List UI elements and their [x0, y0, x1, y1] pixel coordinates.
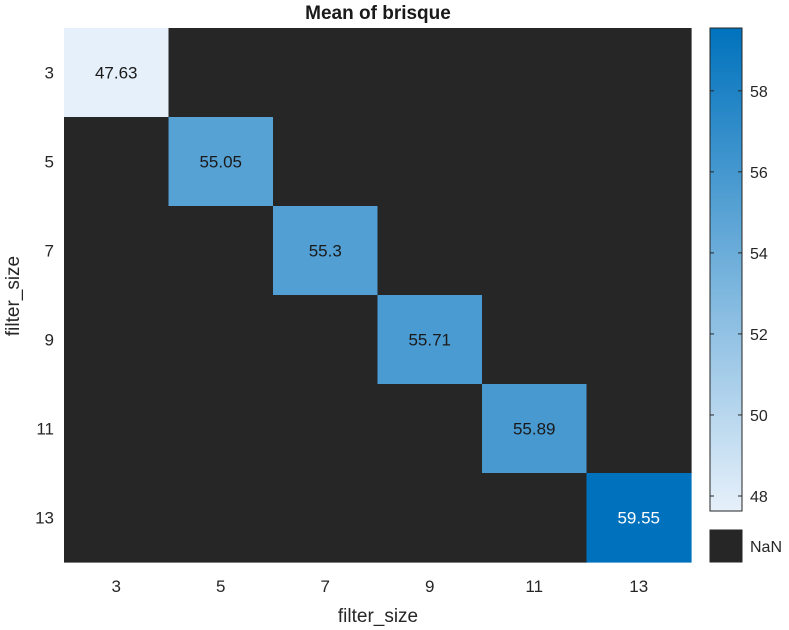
heatmap-cell	[482, 473, 588, 563]
heatmap-cell	[273, 28, 379, 118]
y-tick-label: 13	[35, 509, 54, 528]
heatmap-cell	[586, 473, 692, 563]
nan-legend-label: NaN	[750, 539, 782, 556]
heatmap-cell	[168, 473, 274, 563]
heatmap-cell	[377, 28, 483, 118]
x-axis-ticks: 3 5 7 9 11 13	[112, 577, 649, 596]
heatmap-cell	[273, 384, 379, 474]
heatmap-value-label: 55.3	[309, 242, 342, 261]
x-tick-label: 11	[525, 577, 543, 596]
heatmap-cell	[64, 295, 170, 385]
heatmap-value-label: 55.05	[199, 153, 242, 172]
heatmap-cell	[168, 384, 274, 474]
heatmap-cell	[586, 206, 692, 296]
heatmap-cell	[377, 473, 483, 563]
heatmap-cell	[586, 28, 692, 118]
heatmap-cell	[482, 206, 588, 296]
chart-title: Mean of brisque	[305, 3, 451, 24]
heatmap-cell	[64, 384, 170, 474]
nan-legend-swatch	[709, 529, 743, 563]
colorbar-tick-label: 56	[750, 165, 768, 182]
heatmap-cell	[586, 295, 692, 385]
colorbar-tick-label: 48	[750, 489, 768, 506]
heatmap-cell	[273, 117, 379, 207]
heatmap-value-label: 55.89	[513, 420, 556, 439]
y-tick-label: 3	[45, 64, 54, 83]
colorbar-tick-label: 58	[750, 84, 768, 101]
heatmap-value-label: 47.63	[95, 64, 138, 83]
heatmap-cell	[586, 117, 692, 207]
heatmap-cell	[64, 473, 170, 563]
heatmap-cell	[273, 473, 379, 563]
colorbar-tick-label: 52	[750, 327, 768, 344]
colorbar	[709, 27, 743, 512]
y-axis-label: filter_size	[3, 256, 24, 336]
heatmap-cell	[482, 384, 588, 474]
x-tick-label: 9	[425, 577, 434, 596]
heatmap-cell	[273, 295, 379, 385]
heatmap-cell	[64, 117, 170, 207]
heatmap-cell	[168, 206, 274, 296]
x-tick-label: 7	[321, 577, 330, 596]
y-tick-label: 7	[45, 242, 54, 261]
heatmap-cell	[482, 295, 588, 385]
y-tick-label: 5	[45, 153, 54, 172]
x-axis-label: filter_size	[338, 606, 418, 627]
heatmap-cell	[377, 384, 483, 474]
heatmap-value-label: 55.71	[408, 331, 451, 350]
x-tick-label: 13	[629, 577, 648, 596]
heatmap-cell	[64, 28, 170, 118]
x-tick-label: 5	[216, 577, 225, 596]
y-axis-ticks: 3 5 7 9 11 13	[35, 64, 54, 528]
colorbar-ticks: 48 50 52 54 56 58	[710, 84, 768, 506]
heatmap-cell	[377, 206, 483, 296]
colorbar-tick-label: 54	[750, 246, 768, 263]
heatmap-cell	[168, 117, 274, 207]
heatmap-cell	[377, 117, 483, 207]
heatmap-cell	[482, 28, 588, 118]
heatmap-cell	[273, 206, 379, 296]
heatmap-cell	[377, 295, 483, 385]
heatmap-cell	[64, 206, 170, 296]
heatmap-cells	[64, 28, 692, 563]
heatmap-cell	[168, 28, 274, 118]
y-tick-label: 9	[45, 331, 54, 350]
heatmap-cell	[586, 384, 692, 474]
heatmap-value-labels: 47.63 55.05 55.3 55.71 55.89 59.55	[95, 64, 660, 528]
heatmap-cell	[482, 117, 588, 207]
y-tick-label: 11	[36, 420, 54, 439]
heatmap-cell	[168, 295, 274, 385]
x-tick-label: 3	[112, 577, 121, 596]
heatmap-value-label: 59.55	[617, 509, 660, 528]
colorbar-tick-label: 50	[750, 408, 768, 425]
